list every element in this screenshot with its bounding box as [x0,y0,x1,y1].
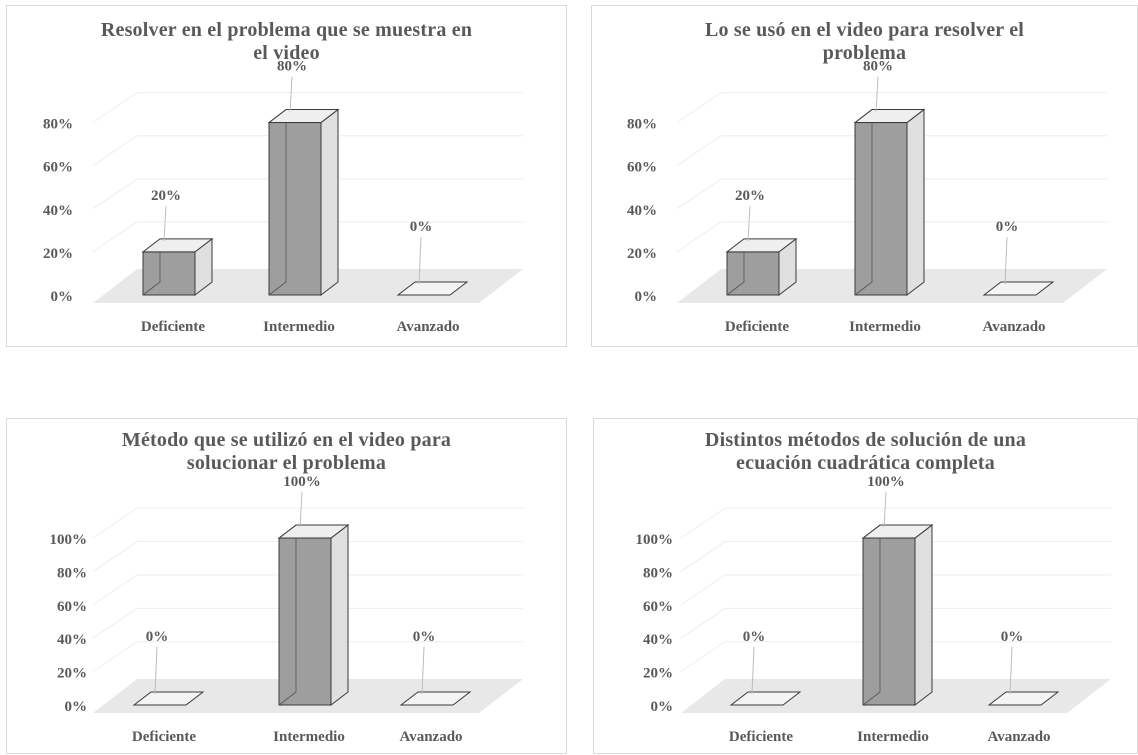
y-tick-label: 80% [643,565,673,581]
x-category-label: Intermedio [857,729,929,745]
chart-plot: 0% 20% 40% 60% 80% 20% Deficiente 80% Intermedio… [7,6,568,348]
gridline-side [93,642,137,672]
data-label: 80% [277,59,307,75]
chart-panel-4: Distintos métodos de solución de una ecu… [593,418,1138,754]
y-tick-label: 0% [651,699,674,715]
bar [269,110,338,295]
bar-side [321,110,338,295]
gridline-side [677,136,721,166]
y-tick-label: 20% [643,666,673,682]
data-label: 0% [996,219,1019,235]
y-tick-label: 60% [57,599,87,615]
data-label-leader [290,77,292,112]
y-tick-label: 40% [643,632,673,648]
y-tick-label: 60% [643,599,673,615]
gridline-side [93,93,137,123]
data-label: 20% [151,188,181,204]
data-label: 20% [735,188,765,204]
chart-panel-3: Método que se utilizó en el video para s… [6,418,567,754]
bar-side [907,110,924,295]
y-tick-label: 40% [57,632,87,648]
x-category-label: Avanzado [396,319,459,335]
gridline-side [681,642,725,672]
y-tick-label: 100% [50,532,88,548]
gridline-side [93,179,137,209]
x-category-label: Deficiente [725,319,789,335]
gridline-side [93,608,137,638]
x-category-label: Avanzado [982,319,1045,335]
bar [727,239,796,295]
bar-side [915,525,932,705]
y-tick-label: 80% [43,117,73,133]
gridline-side [677,93,721,123]
chart-panel-1: Resolver en el problema que se muestra e… [6,5,567,347]
y-tick-label: 40% [627,203,657,219]
gridline-side [681,575,725,605]
x-category-label: Intermedio [849,319,921,335]
data-label-leader [300,492,302,527]
y-tick-label: 20% [57,666,87,682]
y-tick-label: 60% [43,160,73,176]
gridline-side [681,608,725,638]
data-label-leader [876,77,878,112]
gridline-side [681,542,725,572]
x-category-label: Avanzado [399,729,462,745]
data-label: 0% [1001,629,1024,645]
bar [143,239,212,295]
gridline-side [93,136,137,166]
data-label-leader [164,206,166,241]
data-label: 0% [413,629,436,645]
data-label: 0% [410,219,433,235]
data-label: 80% [863,59,893,75]
bar [855,110,924,295]
gridline-side [681,508,725,538]
x-category-label: Intermedio [273,729,345,745]
y-tick-label: 80% [627,117,657,133]
y-tick-label: 80% [57,565,87,581]
bar [863,525,932,705]
bar-front [855,123,907,295]
data-label-leader [748,206,750,241]
gridline-side [677,222,721,252]
y-tick-label: 60% [627,160,657,176]
gridline-side [93,508,137,538]
y-tick-label: 20% [43,246,73,262]
y-tick-label: 0% [65,699,88,715]
chart-panel-2: Lo se usó en el video para resolver el p… [591,5,1138,347]
data-label: 0% [146,629,169,645]
gridline-side [93,575,137,605]
x-category-label: Deficiente [132,729,196,745]
bar-side [331,525,348,705]
data-label: 0% [743,629,766,645]
y-tick-label: 0% [635,289,658,305]
y-tick-label: 20% [627,246,657,262]
y-tick-label: 100% [636,532,674,548]
x-category-label: Deficiente [729,729,793,745]
x-category-label: Deficiente [141,319,205,335]
gridline-side [677,179,721,209]
x-category-label: Avanzado [987,729,1050,745]
chart-plot: 0% 20% 40% 60% 80% 100% 0% Deficiente 100% Interm… [7,419,568,755]
data-label-leader [884,492,886,527]
gridline-side [93,222,137,252]
data-label: 100% [867,474,905,490]
chart-plot: 0% 20% 40% 60% 80% 20% Deficiente 80% Intermedio… [592,6,1138,348]
bar-front [279,538,331,705]
gridline-side [93,542,137,572]
y-tick-label: 40% [43,203,73,219]
data-label: 100% [283,474,321,490]
bar [279,525,348,705]
bar-front [863,538,915,705]
bar-front [269,123,321,295]
y-tick-label: 0% [51,289,74,305]
x-category-label: Intermedio [263,319,335,335]
chart-plot: 0% 20% 40% 60% 80% 100% 0% Deficiente 100% Interm… [594,419,1138,755]
